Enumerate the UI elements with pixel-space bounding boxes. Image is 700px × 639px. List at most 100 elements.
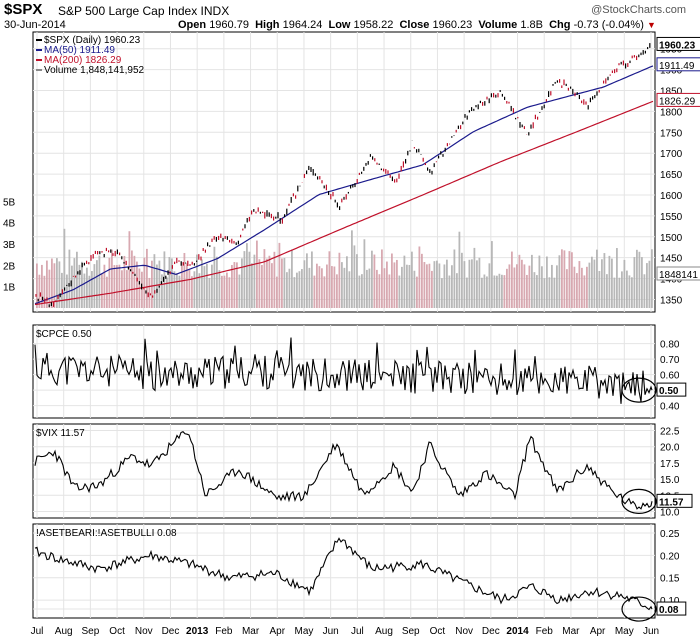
volume-bar xyxy=(126,270,128,308)
volume-bar xyxy=(493,275,496,308)
legend-entry: Volume 1,848,141,952 xyxy=(44,65,145,76)
volume-bar xyxy=(73,258,76,308)
y-tick-label: 20.0 xyxy=(660,443,680,454)
volume-bar xyxy=(416,276,418,308)
volume-bar xyxy=(121,270,123,308)
volume-bar xyxy=(86,267,88,308)
y-tick-label: 1500 xyxy=(660,233,683,244)
volume-bar xyxy=(398,275,401,308)
volume-bar xyxy=(343,267,346,308)
volume-bar xyxy=(286,272,288,308)
volume-bar xyxy=(63,228,66,308)
volume-bar xyxy=(396,259,398,308)
x-tick-label: May xyxy=(615,626,634,637)
volume-bar xyxy=(568,251,571,308)
volume-bar xyxy=(528,265,531,308)
volume-bar xyxy=(371,250,373,308)
volume-bar xyxy=(336,274,338,308)
volume-bar xyxy=(71,265,73,308)
volume-bar xyxy=(433,261,436,308)
volume-bar xyxy=(101,274,103,308)
volume-bar xyxy=(651,249,653,308)
volume-bar xyxy=(308,267,311,308)
volume-bar xyxy=(498,273,501,308)
volume-bar xyxy=(128,231,131,308)
volume-bar xyxy=(228,277,231,308)
volume-bar xyxy=(378,274,381,308)
volume-bar xyxy=(246,243,248,308)
y-tick-label: 1800 xyxy=(660,107,683,118)
legend-entry: MA(200) 1826.29 xyxy=(44,55,122,66)
volume-bar xyxy=(601,259,603,308)
volume-label: Volume xyxy=(478,19,518,31)
volume-bar xyxy=(233,262,236,308)
ohlc-bar: Open 1960.79 High 1964.24 Low 1958.22 Cl… xyxy=(178,19,656,31)
volume-bar xyxy=(218,270,221,308)
volume-bar xyxy=(156,264,158,308)
volume-tick-label: 4B xyxy=(3,219,16,230)
volume-bar xyxy=(431,270,433,308)
y-tick-label: 0.15 xyxy=(660,574,680,585)
volume-bar xyxy=(356,254,358,308)
volume-tick-label: 2B xyxy=(3,261,16,272)
volume-bar xyxy=(451,265,453,308)
volume-bar xyxy=(146,248,148,308)
last-value-label: 1826.29 xyxy=(659,96,696,107)
close-label: Close xyxy=(399,19,430,31)
volume-bar xyxy=(136,261,138,308)
volume-bar xyxy=(108,257,111,308)
volume-bar xyxy=(636,249,638,308)
volume-bar xyxy=(38,274,41,308)
volume-bar xyxy=(306,253,308,308)
volume-bar xyxy=(171,258,173,308)
volume-bar xyxy=(193,271,196,308)
y-tick-label: 0.40 xyxy=(660,402,680,413)
indicator-line xyxy=(34,431,653,510)
volume-bar xyxy=(123,255,126,308)
volume-bar xyxy=(373,254,376,308)
volume-bar xyxy=(563,250,566,308)
volume-bar xyxy=(486,276,488,308)
y-tick-label: 1750 xyxy=(660,128,683,139)
last-value-label: 1848141 xyxy=(659,270,698,281)
watermark[interactable]: @StockCharts.com xyxy=(591,4,686,16)
y-tick-label: 1700 xyxy=(660,149,683,160)
volume-bar xyxy=(281,258,283,308)
volume-bar xyxy=(536,275,538,308)
volume-bar xyxy=(511,251,513,308)
volume-bar xyxy=(241,258,243,308)
chart-header: $SPX S&P 500 Large Cap Index INDX @Stock… xyxy=(0,0,700,32)
last-value-tag xyxy=(656,382,687,397)
volume-bar xyxy=(508,264,511,308)
x-tick-label: Sep xyxy=(402,626,420,637)
volume-bar xyxy=(211,264,213,308)
volume-bar xyxy=(501,274,503,308)
volume-bar xyxy=(196,254,198,308)
volume-bar xyxy=(646,263,648,308)
volume-bar xyxy=(446,259,448,308)
volume-bar xyxy=(163,251,166,308)
volume-bar xyxy=(278,242,281,308)
volume-bar xyxy=(283,257,286,308)
y-tick-label: 17.5 xyxy=(660,459,680,470)
volume-bar xyxy=(226,272,228,308)
ma200-line xyxy=(34,100,654,306)
volume-bar xyxy=(401,266,403,308)
volume-bar xyxy=(476,260,478,308)
volume-bar xyxy=(231,265,233,308)
volume-bar xyxy=(466,277,468,308)
volume-bar xyxy=(328,251,331,308)
volume-bar xyxy=(611,258,613,308)
volume-bar xyxy=(368,268,371,308)
volume-bar xyxy=(346,256,348,308)
last-value-label: 1960.23 xyxy=(659,40,696,51)
volume-bar xyxy=(613,277,616,308)
volume-bar xyxy=(203,266,206,308)
last-value-label: 0.50 xyxy=(659,386,679,397)
last-value-tag xyxy=(656,92,700,107)
volume-bar xyxy=(648,260,651,308)
volume-bar xyxy=(438,263,441,308)
volume-bar xyxy=(111,249,113,308)
cpce-panel: 0.800.700.600.500.40$CPCE 0.500.50 xyxy=(32,324,687,419)
